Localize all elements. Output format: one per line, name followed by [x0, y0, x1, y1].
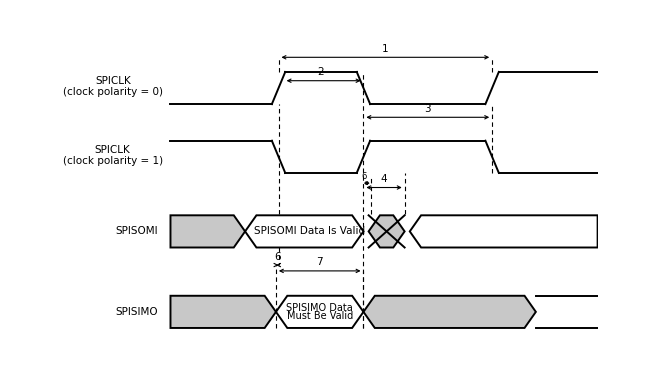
Polygon shape — [245, 215, 363, 247]
Text: 2: 2 — [317, 67, 324, 77]
Text: 3: 3 — [424, 104, 431, 114]
Text: SPICLK
(clock polarity = 1): SPICLK (clock polarity = 1) — [62, 144, 163, 166]
Text: Must Be Valid: Must Be Valid — [287, 311, 353, 321]
Text: SPISIMO Data: SPISIMO Data — [286, 303, 353, 314]
Text: SPISOMI Data Is Valid: SPISOMI Data Is Valid — [254, 226, 365, 236]
Text: 6: 6 — [274, 252, 281, 261]
Text: 1: 1 — [382, 44, 388, 54]
Text: 7: 7 — [317, 257, 323, 268]
Text: SPISIMO: SPISIMO — [115, 307, 157, 317]
Polygon shape — [171, 215, 245, 247]
Polygon shape — [171, 296, 276, 328]
Text: 6: 6 — [362, 172, 367, 181]
Text: 4: 4 — [380, 174, 387, 184]
Polygon shape — [363, 296, 536, 328]
Polygon shape — [369, 215, 404, 247]
Text: SPISOMI: SPISOMI — [115, 226, 157, 236]
Polygon shape — [410, 215, 598, 247]
Polygon shape — [276, 296, 363, 328]
Text: SPICLK
(clock polarity = 0): SPICLK (clock polarity = 0) — [63, 76, 163, 97]
